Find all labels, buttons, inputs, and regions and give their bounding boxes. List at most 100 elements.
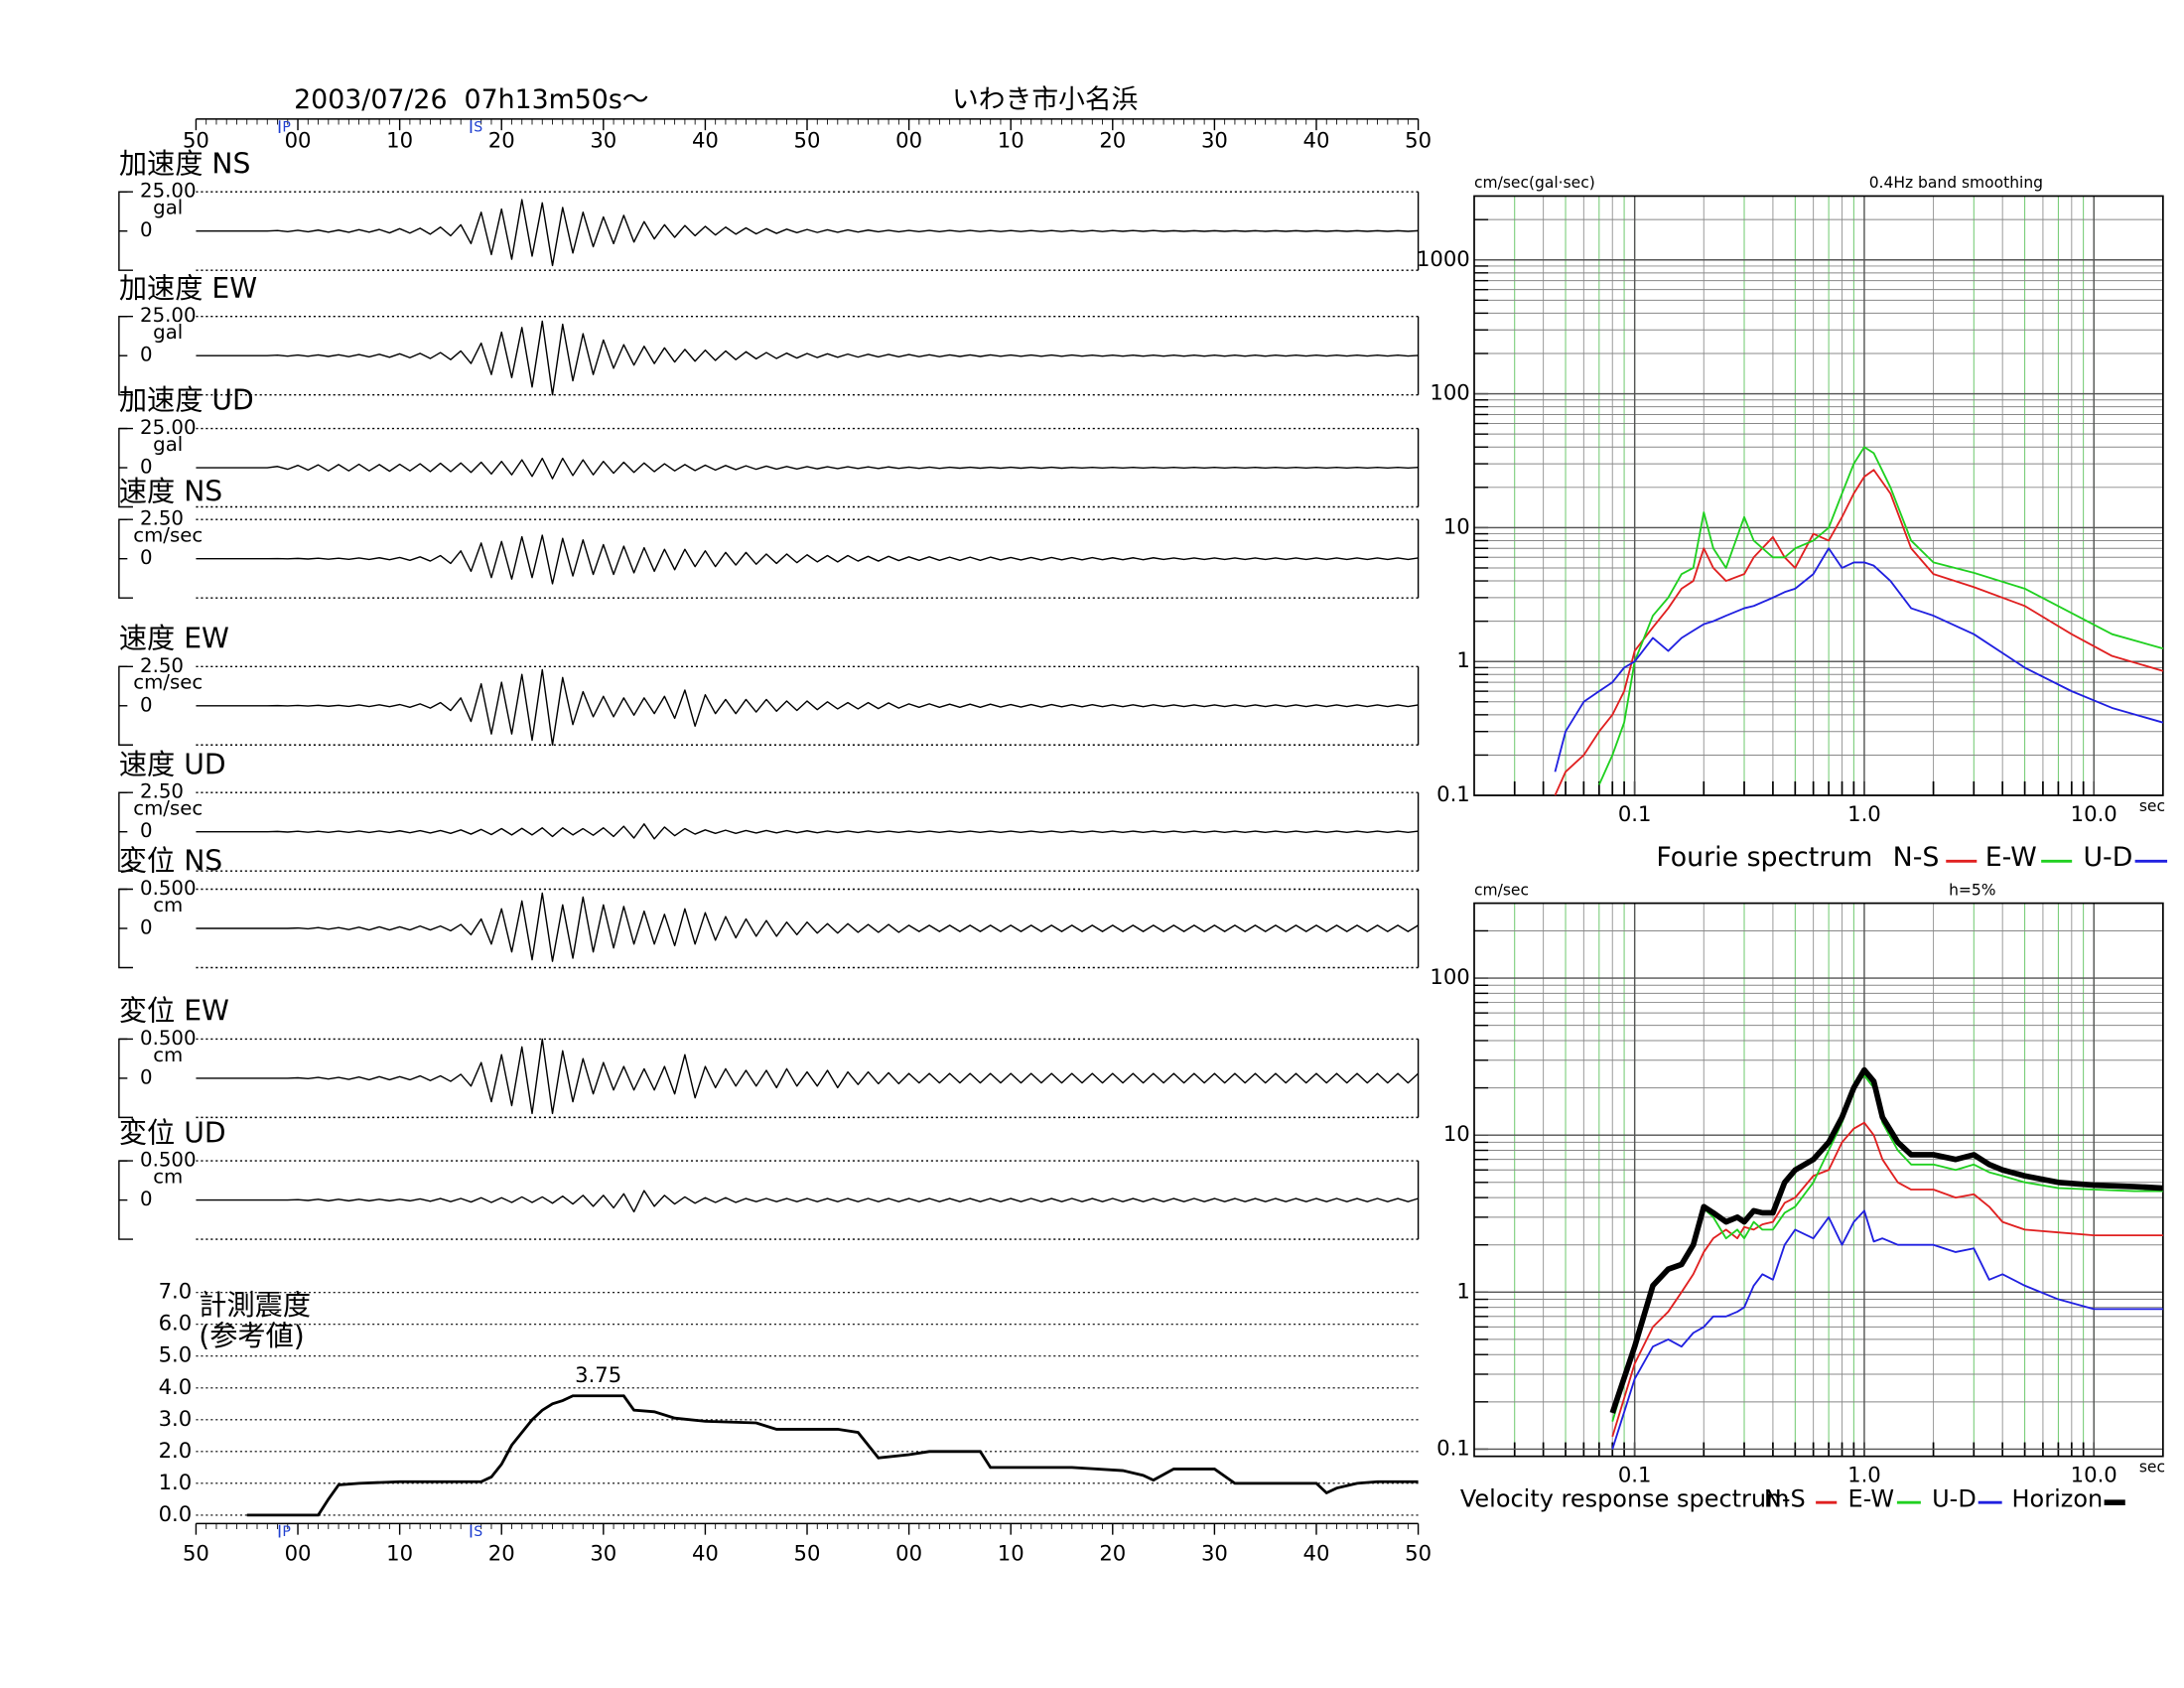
y-tick-label: 2.0 <box>159 1438 193 1463</box>
unit-label: gal <box>153 321 183 344</box>
y-tick-label: 0.1 <box>1436 781 1470 806</box>
legend-label: U-D <box>1932 1484 1977 1512</box>
y-tick-label: 0.500 <box>140 877 197 900</box>
spectrum-line <box>1598 446 2164 785</box>
x-tick-label: 30 <box>1201 127 1228 152</box>
x-tick-label: 50 <box>1405 1540 1432 1565</box>
y-axis-label: cm/sec(gal·sec) <box>1474 174 1595 192</box>
plot-frame <box>1473 195 2164 796</box>
intensity-line <box>246 1394 1419 1517</box>
y-tick-label: 5.0 <box>159 1342 193 1367</box>
panel-label: 加速度 NS <box>119 147 251 180</box>
y-tick-label: 0 <box>140 1188 153 1210</box>
x-tick-label: 10 <box>998 127 1024 152</box>
x-tick-label: 00 <box>895 127 922 152</box>
y-tick-label: 10 <box>1443 1121 1470 1146</box>
y-tick-label: 0.1 <box>1436 1435 1470 1460</box>
y-tick-label: 10 <box>1443 513 1470 538</box>
legend-label: E-W <box>1848 1484 1895 1512</box>
legend-label: Horizon <box>2012 1484 2104 1512</box>
x-tick-label: 10.0 <box>2071 1462 2117 1486</box>
y-tick-label: 7.0 <box>159 1279 193 1304</box>
legend-title: Fourie spectrum <box>1656 842 1872 873</box>
x-tick-label: 10.0 <box>2071 801 2117 826</box>
phase-label: S <box>474 1524 482 1540</box>
x-tick-label: 20 <box>1099 127 1126 152</box>
x-tick-label: 20 <box>488 127 515 152</box>
x-tick-label: 0.1 <box>1618 801 1652 826</box>
y-tick-label: 2.50 <box>140 507 184 530</box>
x-tick-label: 1.0 <box>1847 1462 1881 1486</box>
x-tick-label: 40 <box>692 1540 719 1565</box>
y-tick-label: 0 <box>140 218 153 241</box>
unit-label: cm/sec <box>133 524 203 547</box>
y-tick-label: 0 <box>140 546 153 569</box>
unit-label: cm/sec <box>133 671 203 694</box>
phase-label: P <box>282 119 291 135</box>
x-tick-label: 40 <box>692 127 719 152</box>
x-axis-label: sec <box>2139 1458 2165 1476</box>
note: 0.4Hz band smoothing <box>1869 174 2043 192</box>
legend-label: U-D <box>2083 842 2132 873</box>
waveform <box>196 199 1419 267</box>
y-tick-label: 100 <box>1430 964 1469 989</box>
y-tick-label: 0.500 <box>140 1149 197 1172</box>
x-tick-label: 40 <box>1303 127 1330 152</box>
x-tick-label: 50 <box>794 127 821 152</box>
panel-label: 変位 NS <box>119 845 222 878</box>
x-tick-label: 10 <box>386 127 413 152</box>
y-tick-label: 2.50 <box>140 780 184 803</box>
y-tick-label: 25.00 <box>140 416 197 439</box>
waveform <box>196 1190 1419 1213</box>
spectrum-line <box>1554 547 2164 773</box>
x-tick-label: 20 <box>1099 1540 1126 1565</box>
spectrum-line <box>1611 1209 2163 1450</box>
x-tick-label: 50 <box>794 1540 821 1565</box>
panel-label: 速度 NS <box>119 475 222 507</box>
waveform <box>196 892 1419 962</box>
phase-label: P <box>282 1524 291 1540</box>
x-tick-label: 50 <box>183 127 209 152</box>
unit-label: cm <box>153 894 183 916</box>
panel-label: 加速度 UD <box>119 384 254 417</box>
waveform <box>196 823 1419 840</box>
waveform <box>196 534 1419 585</box>
x-tick-label: 30 <box>590 1540 616 1565</box>
panel-label: 変位 UD <box>119 1116 226 1149</box>
y-tick-label: 2.50 <box>140 654 184 677</box>
y-tick-label: 1 <box>1456 1278 1469 1303</box>
unit-label: cm <box>153 1166 183 1189</box>
x-tick-label: 00 <box>285 1540 312 1565</box>
unit-label: cm/sec <box>133 797 203 820</box>
waveform <box>196 1038 1420 1115</box>
y-tick-label: 25.00 <box>140 304 197 327</box>
intensity-label: (参考値) <box>199 1320 305 1352</box>
y-tick-label: 0 <box>140 693 153 716</box>
spectrum-line <box>1611 1121 2163 1438</box>
panel-label: 速度 UD <box>119 748 226 780</box>
legend-label: N-S <box>1764 1484 1806 1512</box>
x-axis-label: sec <box>2139 797 2165 815</box>
x-tick-label: 50 <box>183 1540 209 1565</box>
y-tick-label: 1.0 <box>159 1470 193 1494</box>
x-tick-label: 00 <box>895 1540 922 1565</box>
y-tick-label: 0 <box>140 456 153 479</box>
y-tick-label: 0.0 <box>159 1501 193 1526</box>
legend-label: N-S <box>1893 842 1940 873</box>
unit-label: gal <box>153 197 183 219</box>
y-tick-label: 25.00 <box>140 180 197 203</box>
phase-label: S <box>474 119 482 135</box>
panel-label: 加速度 EW <box>119 272 257 305</box>
note: h=5% <box>1949 881 1995 899</box>
unit-label: cm <box>153 1044 183 1066</box>
panel-label: 速度 EW <box>119 622 229 654</box>
legend-label: E-W <box>1985 842 2037 873</box>
x-tick-label: 10 <box>386 1540 413 1565</box>
x-tick-label: 50 <box>1405 127 1432 152</box>
x-tick-label: 00 <box>285 127 312 152</box>
x-tick-label: 1.0 <box>1847 801 1881 826</box>
x-tick-label: 10 <box>998 1540 1024 1565</box>
y-tick-label: 0 <box>140 916 153 939</box>
waveform <box>196 668 1419 746</box>
